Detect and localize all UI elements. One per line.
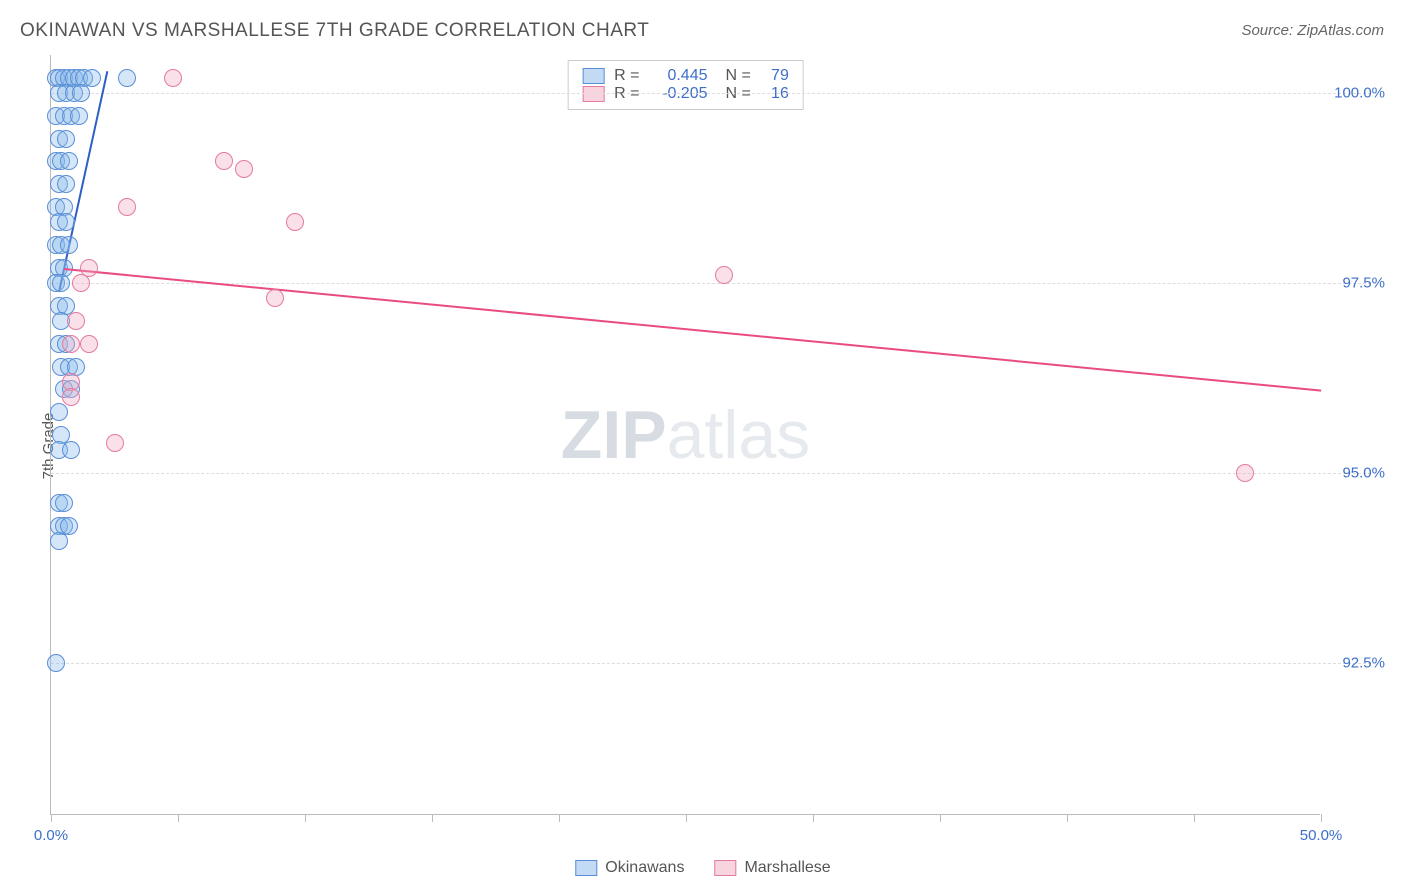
- x-tick: [432, 814, 433, 822]
- stats-row: R = 0.445 N = 79: [582, 67, 789, 85]
- data-point: [80, 335, 98, 353]
- data-point: [62, 388, 80, 406]
- legend-label: Marshallese: [744, 859, 830, 877]
- stat-r-label: R =: [614, 85, 639, 103]
- data-point: [118, 198, 136, 216]
- data-point: [164, 69, 182, 87]
- x-tick: [813, 814, 814, 822]
- stat-r-label: R =: [614, 67, 639, 85]
- x-tick-label: 50.0%: [1300, 827, 1343, 844]
- stats-legend-box: R = 0.445 N = 79 R = -0.205 N = 16: [567, 60, 804, 110]
- data-point: [52, 274, 70, 292]
- data-point: [57, 175, 75, 193]
- trend-line: [64, 268, 1321, 392]
- gridline: [51, 93, 1371, 94]
- x-tick: [1321, 814, 1322, 822]
- x-tick: [940, 814, 941, 822]
- stat-n-value: 79: [761, 67, 789, 85]
- x-tick: [305, 814, 306, 822]
- stat-r-value: 0.445: [650, 67, 708, 85]
- legend-label: Okinawans: [605, 859, 684, 877]
- chart-title: OKINAWAN VS MARSHALLESE 7TH GRADE CORREL…: [20, 20, 649, 42]
- x-tick: [1067, 814, 1068, 822]
- data-point: [215, 152, 233, 170]
- watermark: ZIPatlas: [561, 396, 810, 474]
- data-point: [67, 312, 85, 330]
- data-point: [72, 84, 90, 102]
- data-point: [60, 152, 78, 170]
- stat-n-label: N =: [726, 67, 751, 85]
- y-tick-label: 100.0%: [1334, 85, 1385, 102]
- gridline: [51, 663, 1371, 664]
- stat-n-label: N =: [726, 85, 751, 103]
- data-point: [57, 130, 75, 148]
- data-point: [235, 160, 253, 178]
- legend-swatch: [575, 860, 597, 876]
- bottom-legend: Okinawans Marshallese: [575, 859, 830, 877]
- data-point: [118, 69, 136, 87]
- legend-swatch: [582, 68, 604, 84]
- data-point: [57, 213, 75, 231]
- legend-item: Okinawans: [575, 859, 684, 877]
- data-point: [1236, 464, 1254, 482]
- data-point: [715, 266, 733, 284]
- y-tick-label: 92.5%: [1342, 655, 1385, 672]
- y-tick-label: 97.5%: [1342, 275, 1385, 292]
- x-tick: [1194, 814, 1195, 822]
- source-label: Source: ZipAtlas.com: [1241, 22, 1384, 39]
- plot-area: ZIPatlas R =0.445N =79R =-0.205N =16 92.…: [50, 55, 1320, 815]
- stats-row: R = -0.205 N = 16: [582, 85, 789, 103]
- data-point: [55, 494, 73, 512]
- data-point: [50, 532, 68, 550]
- legend-swatch: [714, 860, 736, 876]
- data-point: [62, 441, 80, 459]
- legend-item: Marshallese: [714, 859, 830, 877]
- data-point: [62, 335, 80, 353]
- gridline: [51, 283, 1371, 284]
- y-tick-label: 95.0%: [1342, 465, 1385, 482]
- data-point: [50, 403, 68, 421]
- x-tick: [51, 814, 52, 822]
- x-tick: [178, 814, 179, 822]
- data-point: [47, 654, 65, 672]
- stat-r-value: -0.205: [650, 85, 708, 103]
- legend-swatch: [582, 86, 604, 102]
- data-point: [266, 289, 284, 307]
- x-tick: [559, 814, 560, 822]
- data-point: [80, 259, 98, 277]
- data-point: [286, 213, 304, 231]
- chart-container: OKINAWAN VS MARSHALLESE 7TH GRADE CORREL…: [0, 0, 1406, 892]
- data-point: [70, 107, 88, 125]
- gridline: [51, 473, 1371, 474]
- stat-n-value: 16: [761, 85, 789, 103]
- data-point: [60, 236, 78, 254]
- x-tick-label: 0.0%: [34, 827, 68, 844]
- data-point: [106, 434, 124, 452]
- x-tick: [686, 814, 687, 822]
